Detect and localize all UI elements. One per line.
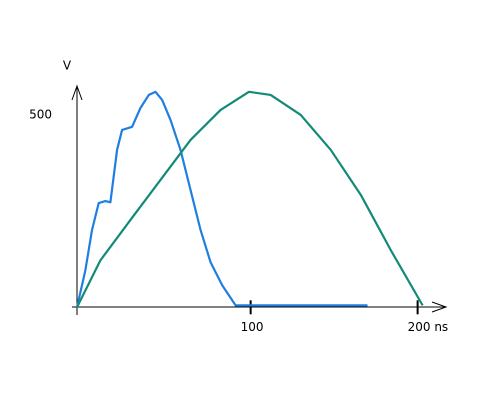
axes bbox=[71, 84, 448, 315]
y-axis-arrow bbox=[71, 84, 83, 101]
y-axis-label: V bbox=[63, 59, 72, 73]
x-axis-arrow bbox=[431, 301, 448, 313]
x-tick-label: 100 bbox=[241, 320, 264, 334]
y-tick-label: 500 bbox=[29, 107, 52, 121]
x-tick-label: 200 ns bbox=[408, 320, 449, 334]
line-series bbox=[76, 90, 424, 308]
line-series bbox=[75, 90, 368, 308]
